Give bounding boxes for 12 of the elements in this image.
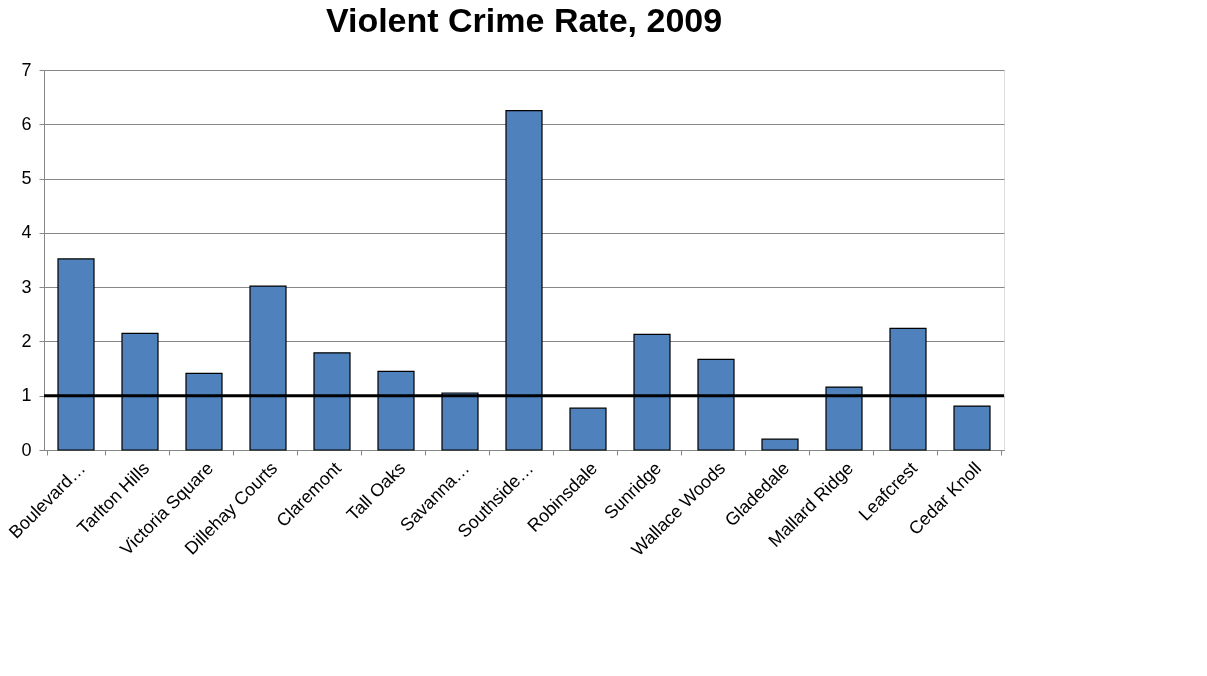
bar (761, 438, 799, 451)
y-tick-label: 1 (21, 385, 32, 406)
y-tick-label: 7 (21, 59, 32, 80)
chart-title: Violent Crime Rate, 2009 (325, 1, 723, 39)
bar (569, 407, 607, 451)
y-tick-label: 3 (21, 276, 32, 297)
y-tick-label: 0 (21, 439, 32, 460)
y-tick-label: 2 (21, 330, 32, 351)
y-tick-label: 5 (21, 168, 32, 189)
y-tick-label: 4 (21, 222, 32, 243)
bar (953, 405, 991, 451)
y-tick-label: 6 (21, 113, 32, 134)
